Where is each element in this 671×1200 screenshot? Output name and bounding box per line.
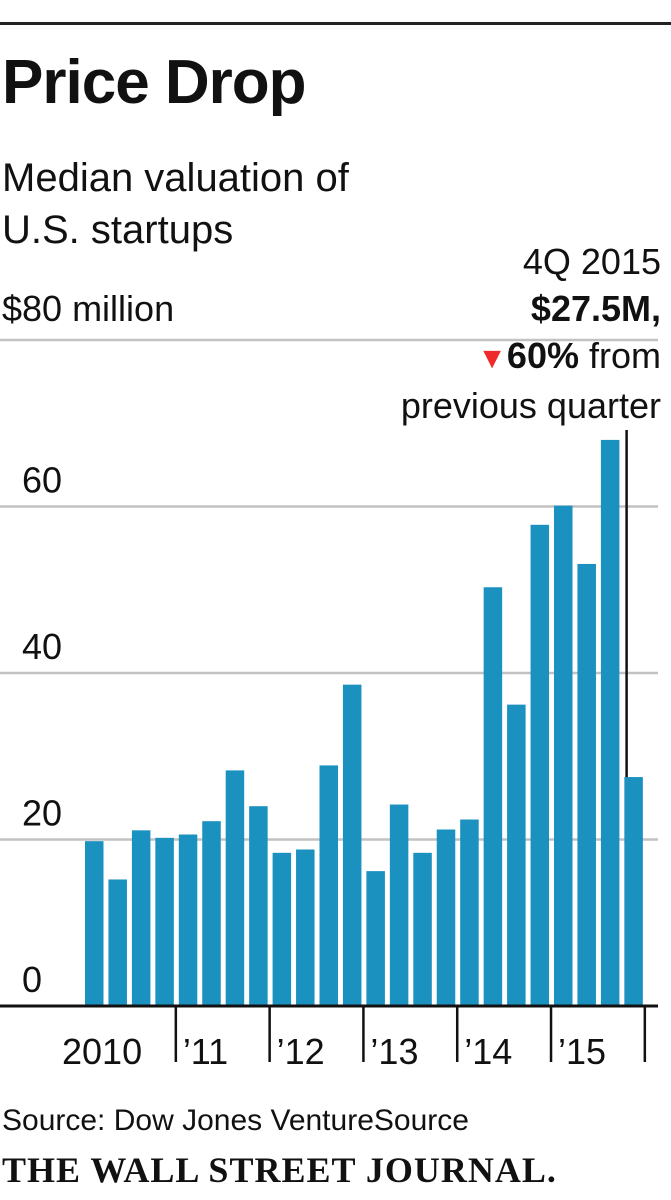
bars: [85, 439, 643, 1006]
annotation-value: $27.5M,: [530, 288, 661, 329]
bar-2q-2011: [202, 821, 221, 1006]
annotation-tail: previous quarter: [400, 385, 661, 426]
bar-1q-2015: [554, 505, 573, 1006]
x-tick-label-year-2: ’12: [277, 1031, 325, 1072]
x-tick-label-year-1: ’11: [183, 1031, 228, 1072]
bar-3q-2012: [319, 765, 338, 1006]
annotation-pct: 60%: [506, 335, 579, 376]
bar-4q-2011: [249, 806, 268, 1006]
bar-1q-2013: [366, 871, 385, 1006]
bar-2q-2012: [296, 849, 315, 1006]
top-rule: [0, 22, 671, 25]
bar-2q-2010: [108, 879, 127, 1006]
annotation-from: from: [578, 335, 661, 376]
bar-3q-2015: [600, 439, 620, 1006]
bar-1q-2014: [460, 819, 479, 1006]
down-arrow-icon: ▼: [477, 342, 507, 375]
x-tick-label-2010: 2010: [62, 1031, 142, 1072]
chart-title: Price Drop: [2, 48, 307, 117]
bar-4q-2015: [624, 777, 643, 1006]
x-tick-label-year-4: ’14: [464, 1031, 512, 1072]
bar-1q-2010: [85, 841, 104, 1006]
bar-1q-2011: [178, 834, 198, 1006]
y-tick-label-20: 20: [22, 793, 62, 834]
x-tick-label-year-3: ’13: [370, 1031, 418, 1072]
y-tick-label-60: 60: [22, 460, 62, 501]
x-tick-label-year-5: ’15: [558, 1031, 606, 1072]
annotation-period: 4Q 2015: [522, 241, 661, 282]
bar-2q-2014: [483, 587, 503, 1006]
bar-2q-2013: [389, 804, 409, 1006]
latest-value-annotation: 4Q 2015 $27.5M, ▼60% from previous quart…: [401, 238, 661, 429]
y-tick-label-40: 40: [22, 626, 62, 667]
bar-4q-2010: [155, 837, 174, 1006]
bar-4q-2014: [530, 524, 550, 1006]
bar-3q-2011: [225, 770, 245, 1006]
bar-3q-2013: [413, 852, 432, 1006]
y-axis-unit-label: $80 million: [2, 288, 175, 329]
bar-4q-2013: [436, 829, 456, 1006]
annotation-change: ▼60% from: [401, 332, 661, 382]
y-tick-label-0: 0: [22, 959, 42, 1000]
publisher-logo: THE WALL STREET JOURNAL.: [2, 1150, 557, 1190]
y-axis-ticks: 0 20 40 60: [22, 460, 62, 1001]
bar-3q-2014: [507, 704, 526, 1006]
bar-1q-2012: [272, 852, 292, 1006]
x-axis: 2010 ’11 ’12 ’13 ’14 ’15: [0, 1004, 658, 1072]
source-note: Source: Dow Jones VentureSource: [2, 1104, 469, 1137]
chart-subtitle: Median valuation of U.S. startups: [2, 156, 349, 252]
bar-4q-2012: [342, 684, 362, 1006]
bar-2q-2015: [577, 563, 596, 1006]
bar-3q-2010: [131, 830, 151, 1006]
